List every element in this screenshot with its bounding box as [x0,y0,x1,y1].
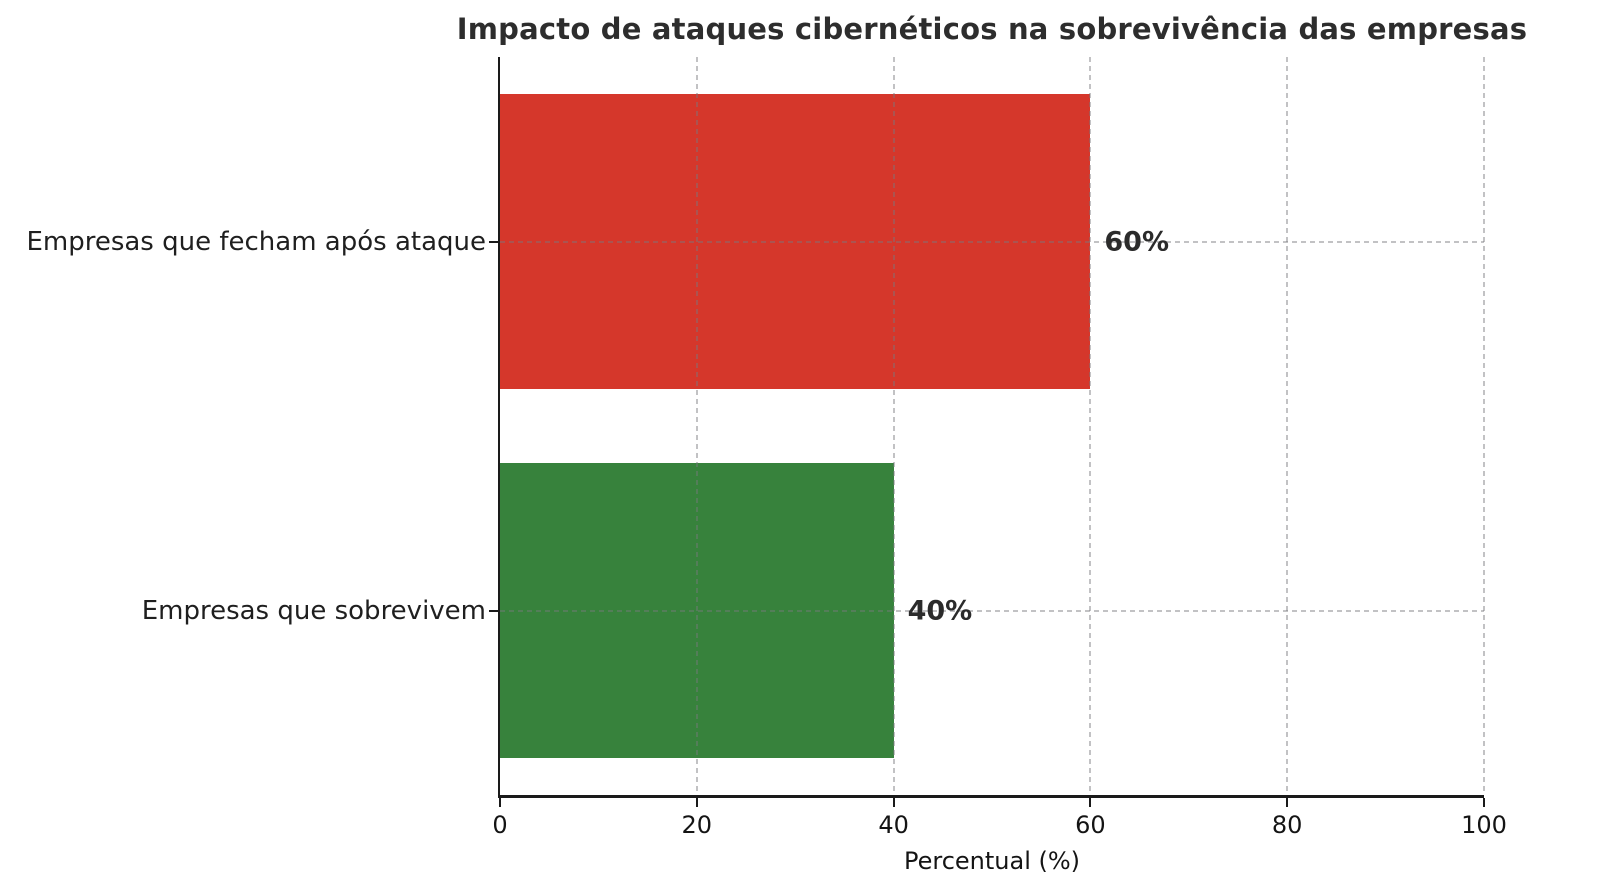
gridline-horizontal [500,240,1484,243]
x-tick-label: 20 [681,811,713,839]
gridline-vertical [1286,57,1289,795]
gridline-vertical [1089,57,1092,795]
x-tick-label: 80 [1271,811,1303,839]
gridline-vertical [892,57,895,795]
y-axis-line [498,57,500,795]
x-tick-mark [1286,798,1289,807]
gridline-vertical [1483,57,1485,795]
x-tick-label: 100 [1461,811,1507,839]
x-tick-mark [1089,798,1092,807]
x-axis-line [498,795,1484,798]
bar [500,93,1091,390]
x-tick-label: 0 [492,811,508,839]
x-axis-label: Percentual (%) [903,847,1081,875]
plot-area: 60% 40% [489,57,1485,798]
x-tick-mark [1483,798,1485,807]
x-tick-mark [499,798,501,807]
x-tick-mark [695,798,698,807]
gridline-horizontal [500,609,1484,612]
x-tick-label: 60 [1075,811,1106,839]
x-tick-mark [892,798,895,807]
gridline-vertical [695,57,698,795]
bar-value-label: 60% [1104,226,1170,257]
x-tick-label: 40 [878,811,909,839]
bar-value-label: 40% [907,595,973,626]
y-tick-mark [489,240,498,243]
category-label: Empresas que sobrevivem [141,595,486,626]
chart-title: Impacto de ataques cibernéticos na sobre… [456,12,1528,46]
category-label: Empresas que fecham após ataque [26,226,486,257]
bar [500,462,894,759]
y-tick-mark [489,609,498,612]
